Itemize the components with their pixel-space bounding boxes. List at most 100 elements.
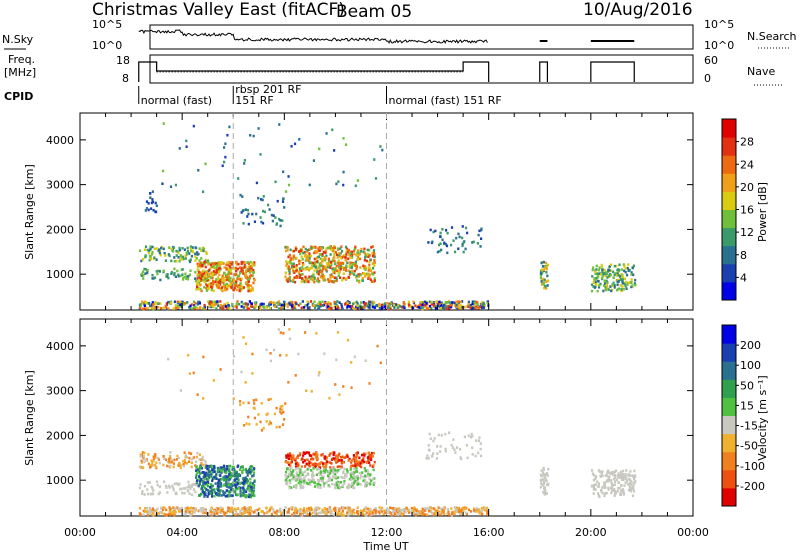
range-time-cell [233, 286, 236, 290]
range-time-cell [357, 510, 360, 513]
range-time-cell [340, 303, 343, 306]
range-time-cell [251, 474, 254, 478]
range-time-cell [198, 276, 201, 280]
range-time-cell [358, 471, 361, 475]
range-time-cell [624, 267, 627, 270]
range-time-cell [157, 269, 160, 273]
range-time-cell [247, 287, 250, 290]
range-time-cell [310, 266, 314, 270]
range-time-cell [218, 489, 221, 493]
range-time-cell [217, 262, 221, 266]
range-time-cell [251, 305, 254, 308]
range-time-cell [363, 467, 366, 470]
range-time-cell [242, 511, 245, 515]
range-time-cell [306, 249, 309, 252]
range-time-cell [305, 389, 308, 393]
range-time-cell [331, 128, 334, 132]
range-time-cell [358, 306, 361, 309]
range-time-cell [337, 511, 340, 515]
range-time-cell [375, 303, 378, 307]
range-time-cell [318, 300, 321, 304]
range-time-cell [607, 469, 610, 473]
range-time-cell [608, 274, 611, 278]
range-time-cell [448, 513, 451, 516]
range-time-cell [173, 513, 176, 517]
range-time-cell [182, 487, 185, 490]
range-time-cell [203, 495, 206, 498]
range-time-cell [269, 302, 272, 306]
range-time-cell [288, 267, 291, 271]
range-time-cell [339, 480, 343, 484]
range-time-cell [303, 452, 307, 456]
range-time-cell [292, 278, 295, 282]
range-time-cell [208, 476, 211, 479]
range-time-cell [181, 273, 184, 276]
range-time-cell [626, 283, 629, 286]
range-time-cell [303, 280, 306, 284]
range-time-cell [253, 416, 257, 420]
range-time-cell [170, 272, 173, 275]
range-time-cell [335, 264, 338, 268]
range-time-cell [331, 470, 334, 474]
range-time-cell [615, 478, 618, 482]
range-time-cell [317, 302, 320, 305]
range-time-cell [247, 469, 251, 472]
range-time-cell [162, 269, 165, 273]
range-time-cell [241, 494, 245, 497]
range-time-cell [342, 170, 345, 174]
range-time-cell [280, 303, 283, 307]
range-time-cell [297, 473, 301, 477]
range-time-cell [604, 474, 607, 478]
range-time-cell [242, 491, 245, 494]
range-time-cell [630, 487, 633, 490]
range-time-cell [177, 256, 180, 259]
range-time-cell [260, 401, 263, 405]
range-time-cell [221, 490, 225, 493]
range-time-cell [242, 401, 245, 405]
range-time-cell [439, 235, 442, 239]
range-time-cell [175, 482, 178, 485]
range-time-cell [221, 305, 224, 308]
range-time-cell [307, 259, 310, 263]
range-time-cell [370, 451, 374, 455]
range-time-cell [172, 488, 175, 492]
range-time-cell [227, 260, 231, 264]
range-time-cell [340, 250, 344, 253]
range-time-cell [633, 282, 636, 285]
range-time-cell [292, 267, 295, 271]
range-time-cell [257, 413, 260, 416]
range-time-cell [302, 460, 305, 464]
range-time-cell [426, 507, 430, 510]
range-time-cell [199, 287, 202, 291]
range-time-cell [162, 247, 165, 251]
range-time-cell [353, 479, 356, 483]
colorbar-swatch [722, 263, 736, 283]
range-time-cell [240, 305, 243, 308]
range-time-cell [360, 465, 363, 469]
range-time-cell [173, 271, 176, 275]
range-time-cell [256, 512, 259, 516]
colorbar-tick-label: 50 [740, 379, 754, 392]
range-time-cell [340, 513, 343, 517]
range-time-cell [146, 507, 149, 510]
range-time-cell [416, 305, 419, 309]
range-time-cell [318, 511, 321, 515]
range-time-cell [204, 277, 207, 281]
range-time-cell [541, 265, 545, 268]
range-time-cell [480, 237, 483, 241]
range-time-cell [199, 261, 203, 264]
range-time-cell [330, 248, 334, 252]
range-time-cell [339, 267, 342, 271]
range-time-cell [620, 288, 623, 291]
range-time-cell [234, 474, 237, 478]
range-time-cell [246, 303, 249, 306]
range-time-cell [237, 302, 241, 306]
range-time-cell [206, 481, 210, 485]
range-time-cell [346, 506, 350, 509]
range-time-cell [209, 507, 213, 511]
range-time-cell [295, 247, 298, 251]
range-time-cell [212, 282, 215, 285]
range-time-cell [389, 307, 392, 311]
range-time-cell [455, 506, 458, 510]
